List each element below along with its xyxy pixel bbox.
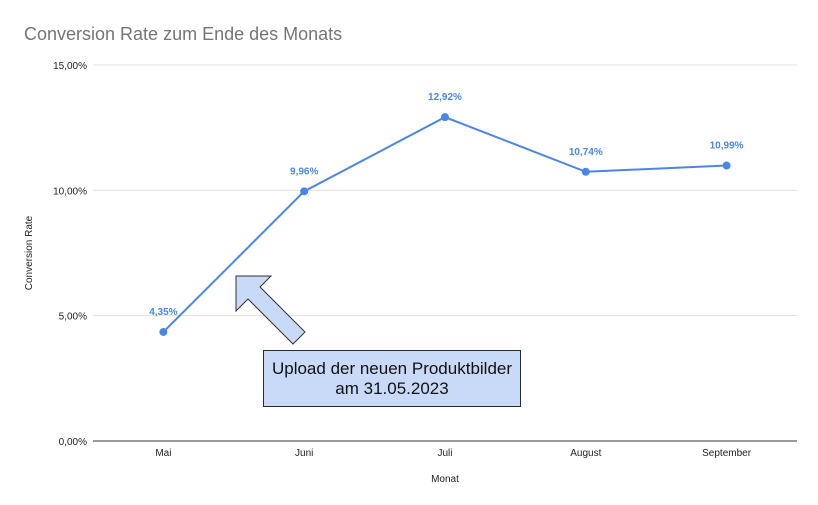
- x-tick-label: Mai: [155, 448, 171, 459]
- x-tick-label: Juni: [295, 448, 313, 459]
- arrow-up-left-icon: [235, 275, 306, 345]
- annotation-line-1: Upload der neuen Produktbilder: [271, 358, 513, 378]
- annotation-line-2: am 31.05.2023: [335, 378, 449, 398]
- y-axis-label: Conversion Rate: [24, 215, 35, 290]
- y-tick-label: 15,00%: [53, 61, 87, 72]
- y-axis-ticks: 0,00% 5,00% 10,00% 15,00%: [53, 61, 87, 448]
- data-point: [441, 113, 449, 122]
- data-label: 12,92%: [428, 92, 462, 103]
- series-conversion-rate: [159, 113, 731, 336]
- data-label: 4,35%: [149, 307, 177, 318]
- y-tick-label: 5,00%: [59, 312, 87, 323]
- y-tick-label: 0,00%: [59, 437, 87, 448]
- gridlines: [93, 64, 797, 442]
- chart-title: Conversion Rate zum Ende des Monats: [24, 24, 342, 44]
- data-label: 9,96%: [290, 166, 318, 177]
- data-label: 10,74%: [569, 147, 603, 158]
- data-point: [581, 167, 590, 176]
- x-tick-label: Juli: [437, 448, 452, 459]
- x-axis-ticks: Mai Juni Juli August September: [155, 448, 751, 459]
- annotation-callout: Upload der neuen Produktbilder am 31.05.…: [263, 350, 521, 407]
- data-labels: 4,35% 9,96% 12,92% 10,74% 10,99%: [149, 92, 743, 318]
- data-point: [722, 161, 731, 170]
- data-point: [300, 187, 309, 196]
- data-point: [159, 327, 168, 336]
- y-tick-label: 10,00%: [53, 186, 87, 197]
- x-tick-label: August: [570, 448, 601, 459]
- x-tick-label: September: [702, 448, 752, 459]
- x-axis-label: Monat: [431, 474, 459, 485]
- data-label: 10,99%: [710, 141, 744, 152]
